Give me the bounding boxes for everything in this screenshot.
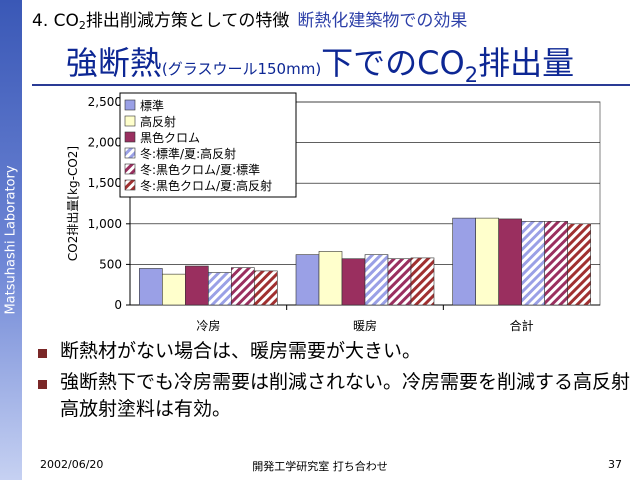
footer-center: 開発工学研究室 打ち合わせ	[252, 460, 388, 473]
x-tick-label: 冷房	[196, 318, 220, 333]
bar	[452, 217, 476, 306]
y-tick-label: 2,500	[88, 95, 122, 109]
footer-page-number: 37	[608, 458, 622, 471]
bar	[475, 217, 499, 306]
section-highlight: 断熱化建築物での効果	[297, 11, 468, 31]
bar	[162, 273, 186, 306]
legend-box	[119, 92, 297, 198]
slide-title: 強断熱(グラスウール150mm)下でのCO2排出量	[0, 38, 640, 87]
x-tick-label: 暖房	[353, 318, 377, 333]
legend-swatch	[124, 179, 136, 191]
bullet-text: 断熱材がない場合は、暖房需要が大きい。	[60, 340, 422, 362]
section-suffix: 排出削減方策としての特徴	[85, 11, 290, 31]
sidebar-band: Matsuhashi Laboratory	[0, 0, 22, 480]
legend-swatch	[124, 99, 136, 111]
y-tick-label: 1,500	[88, 176, 122, 190]
legend-label: 高反射	[140, 114, 176, 129]
title-main: 強断熱	[65, 44, 162, 82]
title-divider	[32, 84, 630, 86]
legend-label: 冬:黒色クロム/夏:標準	[140, 162, 260, 177]
bullet-list: 断熱材がない場合は、暖房需要が大きい。 強断熱下でも冷房需要は削減されない。冷房…	[38, 338, 638, 427]
lab-name: Matsuhashi Laboratory	[3, 165, 19, 315]
bar	[341, 258, 366, 306]
bar	[295, 254, 320, 306]
bar	[185, 265, 209, 306]
bar	[387, 258, 412, 306]
legend-label: 黒色クロム	[140, 131, 200, 145]
legend-label: 冬:黒色クロム/夏:高反射	[140, 178, 272, 193]
title-rest: 下でのCO	[321, 44, 465, 82]
bullet-square-icon	[38, 349, 47, 358]
bar	[521, 221, 545, 306]
legend-swatch	[124, 147, 136, 159]
y-tick-label: 500	[99, 257, 122, 271]
title-subscript: 2	[464, 63, 479, 87]
bar	[254, 270, 278, 306]
bar	[410, 257, 435, 306]
y-tick-label: 0	[114, 298, 122, 312]
bar	[318, 251, 343, 306]
title-tail: 排出量	[478, 44, 575, 82]
y-tick-label: 2,000	[88, 136, 122, 150]
y-axis-label: CO2排出量[kg-CO2]	[66, 146, 80, 261]
bar	[498, 218, 522, 306]
y-tick-label: 1,000	[88, 217, 122, 231]
section-prefix: 4. CO	[32, 11, 79, 31]
legend-label: 冬:標準/夏:高反射	[140, 146, 236, 161]
bar	[208, 272, 232, 306]
bullet-square-icon	[38, 380, 47, 389]
bar	[139, 268, 163, 306]
legend-swatch	[124, 163, 136, 175]
section-heading: 4. CO2排出削減方策としての特徴 断熱化建築物での効果	[32, 6, 467, 32]
bullet-item: 断熱材がない場合は、暖房需要が大きい。	[38, 338, 638, 365]
bar	[567, 223, 591, 306]
bar	[364, 254, 389, 306]
x-tick-label: 合計	[510, 318, 534, 333]
bar	[231, 267, 255, 306]
legend-swatch	[124, 131, 136, 143]
bullet-item: 強断熱下でも冷房需要は削減されない。冷房需要を削減する高反射高放射塗料は有効。	[38, 369, 638, 423]
section-subscript: 2	[78, 19, 86, 32]
footer-date: 2002/06/20	[40, 458, 104, 471]
bar	[544, 221, 568, 306]
emissions-bar-chart: 0 500 1,000 1,500 2,000 2,500 CO2排出量[kg-CO2] 冷房…	[66, 92, 601, 333]
bullet-text: 強断熱下でも冷房需要は削減されない。冷房需要を削減する高反射高放射塗料は有効。	[60, 371, 631, 420]
legend-label: 標準	[140, 98, 164, 113]
legend-swatch	[124, 115, 136, 127]
title-note: (グラスウール150mm)	[161, 60, 322, 78]
